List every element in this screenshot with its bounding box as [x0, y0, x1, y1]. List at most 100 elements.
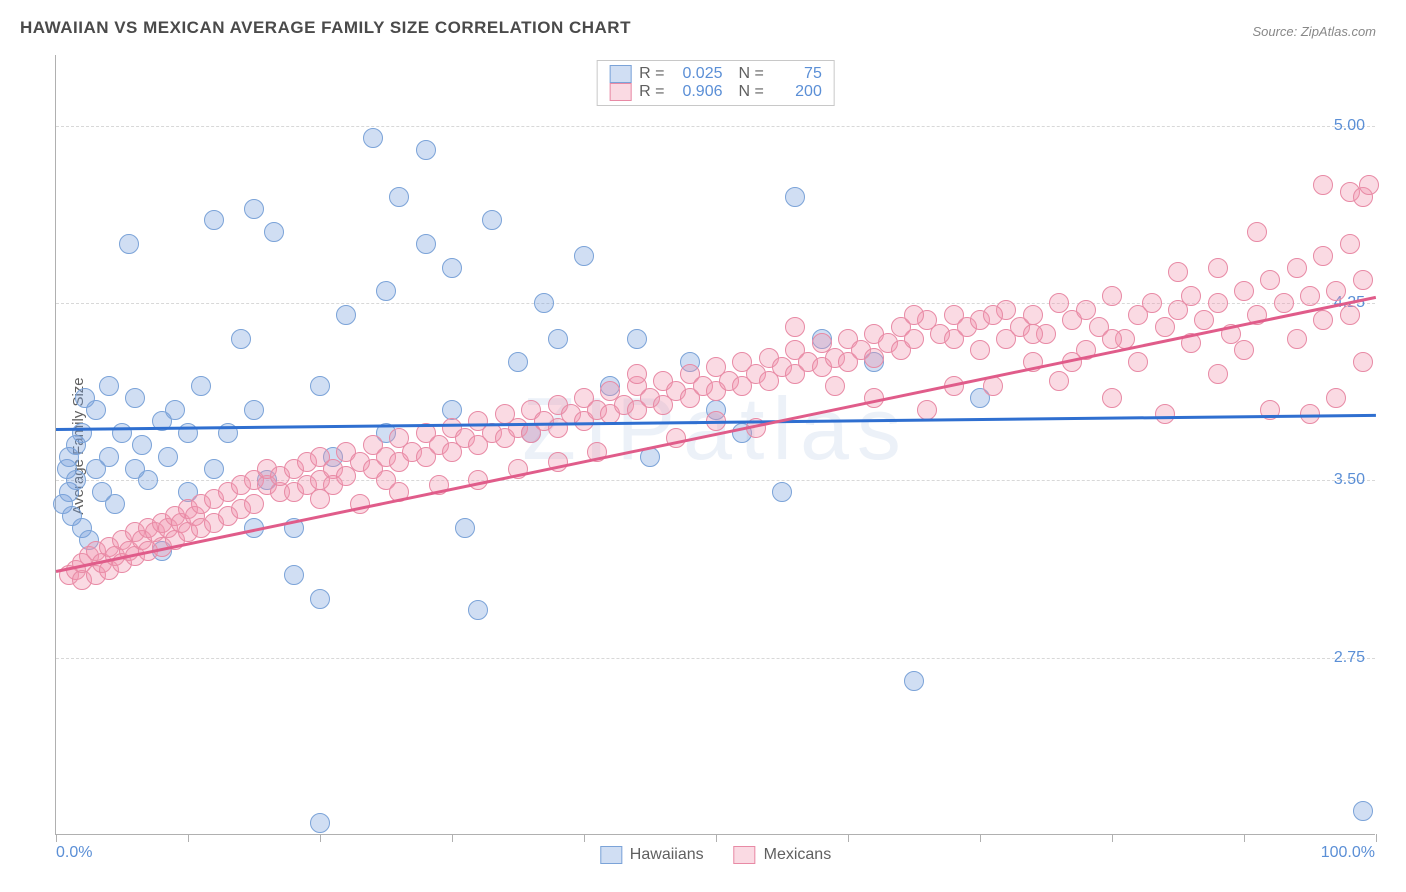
legend-r-label: R =: [639, 83, 664, 101]
data-point: [1208, 364, 1228, 384]
data-point: [1340, 305, 1360, 325]
data-point: [970, 340, 990, 360]
x-tick: [584, 834, 585, 842]
data-point: [1353, 270, 1373, 290]
data-point: [1353, 352, 1373, 372]
legend-n-label: N =: [739, 83, 764, 101]
data-point: [508, 352, 528, 372]
correlation-legend: R =0.025N =75R =0.906N =200: [596, 60, 835, 106]
data-point: [1247, 222, 1267, 242]
x-tick: [320, 834, 321, 842]
trend-line: [56, 296, 1377, 573]
grid-line: [56, 658, 1375, 659]
data-point: [574, 246, 594, 266]
data-point: [548, 329, 568, 349]
data-point: [1313, 175, 1333, 195]
y-tick-label: 3.50: [1334, 471, 1365, 489]
data-point: [917, 400, 937, 420]
data-point: [86, 400, 106, 420]
data-point: [336, 305, 356, 325]
data-point: [416, 140, 436, 160]
data-point: [1287, 329, 1307, 349]
data-point: [1168, 262, 1188, 282]
data-point: [1102, 329, 1122, 349]
x-tick: [1244, 834, 1245, 842]
data-point: [1234, 340, 1254, 360]
data-point: [310, 813, 330, 833]
data-point: [904, 305, 924, 325]
data-point: [442, 258, 462, 278]
data-point: [363, 128, 383, 148]
legend-row: R =0.906N =200: [609, 83, 822, 101]
data-point: [1181, 286, 1201, 306]
data-point: [1023, 324, 1043, 344]
legend-item: Hawaiians: [600, 846, 704, 864]
data-point: [132, 435, 152, 455]
data-point: [772, 482, 792, 502]
data-point: [112, 423, 132, 443]
data-point: [983, 305, 1003, 325]
chart-title: HAWAIIAN VS MEXICAN AVERAGE FAMILY SIZE …: [20, 18, 631, 38]
data-point: [416, 234, 436, 254]
legend-swatch: [600, 846, 622, 864]
data-point: [1128, 352, 1148, 372]
legend-swatch: [609, 65, 631, 83]
data-point: [99, 447, 119, 467]
data-point: [468, 600, 488, 620]
data-point: [904, 671, 924, 691]
x-tick: [1376, 834, 1377, 842]
x-tick: [848, 834, 849, 842]
data-point: [1326, 281, 1346, 301]
data-point: [1274, 293, 1294, 313]
data-point: [310, 489, 330, 509]
data-point: [1234, 281, 1254, 301]
legend-swatch: [734, 846, 756, 864]
data-point: [785, 187, 805, 207]
legend-r-value: 0.906: [673, 83, 723, 101]
data-point: [482, 210, 502, 230]
legend-r-label: R =: [639, 65, 664, 83]
data-point: [1102, 286, 1122, 306]
data-point: [627, 364, 647, 384]
legend-label: Hawaiians: [630, 846, 704, 864]
data-point: [1208, 258, 1228, 278]
x-axis-min-label: 0.0%: [56, 844, 92, 862]
data-point: [310, 589, 330, 609]
data-point: [627, 329, 647, 349]
data-point: [1326, 388, 1346, 408]
data-point: [1102, 388, 1122, 408]
data-point: [99, 376, 119, 396]
grid-line: [56, 126, 1375, 127]
series-legend: HawaiiansMexicans: [600, 846, 831, 864]
data-point: [455, 518, 475, 538]
data-point: [785, 317, 805, 337]
data-point: [264, 222, 284, 242]
data-point: [1155, 404, 1175, 424]
data-point: [1287, 258, 1307, 278]
scatter-plot-area: ZIPatlas R =0.025N =75R =0.906N =200 0.0…: [55, 55, 1375, 835]
legend-n-value: 75: [772, 65, 822, 83]
data-point: [1359, 175, 1379, 195]
x-tick: [56, 834, 57, 842]
data-point: [1300, 286, 1320, 306]
data-point: [204, 459, 224, 479]
data-point: [1260, 270, 1280, 290]
data-point: [165, 400, 185, 420]
data-point: [105, 494, 125, 514]
data-point: [534, 293, 554, 313]
data-point: [66, 470, 86, 490]
x-tick: [188, 834, 189, 842]
x-tick: [980, 834, 981, 842]
data-point: [904, 329, 924, 349]
y-tick-label: 5.00: [1334, 117, 1365, 135]
data-point: [158, 447, 178, 467]
data-point: [284, 565, 304, 585]
data-point: [244, 199, 264, 219]
data-point: [1076, 300, 1096, 320]
data-point: [442, 400, 462, 420]
data-point: [1049, 371, 1069, 391]
data-point: [1023, 305, 1043, 325]
data-point: [1313, 310, 1333, 330]
x-tick: [716, 834, 717, 842]
data-point: [376, 281, 396, 301]
